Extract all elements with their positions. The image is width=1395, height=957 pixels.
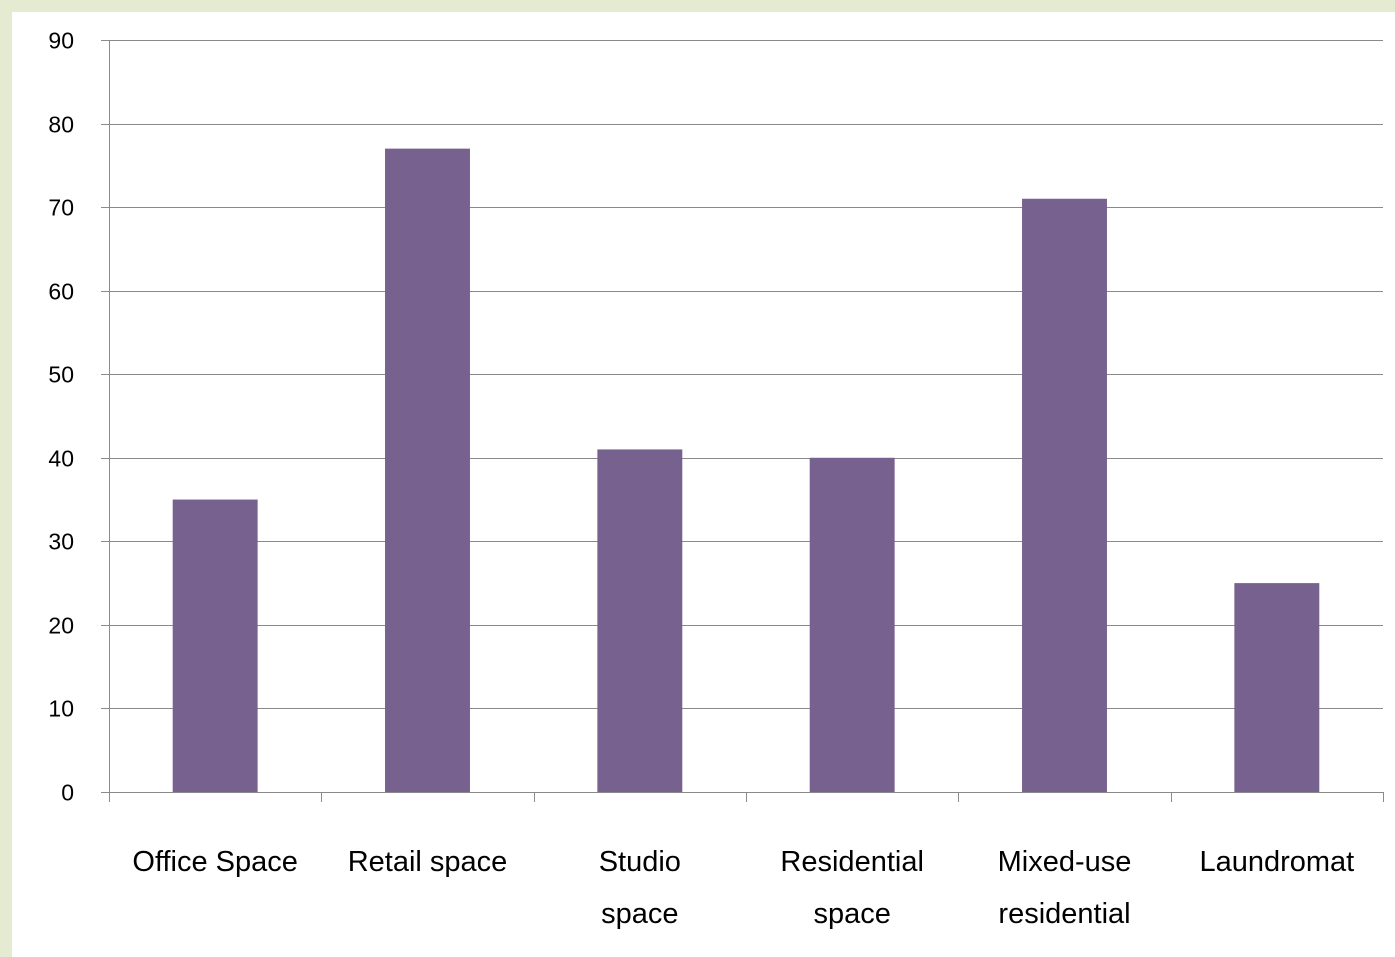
x-category-label: Laundromat xyxy=(1199,846,1354,878)
chart-panel xyxy=(12,12,1395,957)
axes xyxy=(101,40,1384,802)
x-category-label: Studio xyxy=(599,846,681,878)
gridlines xyxy=(109,40,1383,709)
bar xyxy=(172,499,258,792)
y-tick-label: 30 xyxy=(48,529,74,555)
bar xyxy=(597,449,683,792)
x-category-labels: Office Space Retail space Studio space Resid… xyxy=(132,846,1354,930)
y-tick-labels: 0 10 20 30 40 50 60 70 80 90 xyxy=(48,28,74,806)
x-category-label: Residential xyxy=(780,846,923,878)
x-category-label: Retail space xyxy=(348,846,508,878)
bar xyxy=(809,457,895,792)
y-tick-label: 0 xyxy=(61,780,74,806)
bar xyxy=(1022,198,1107,792)
y-tick-label: 20 xyxy=(48,613,74,639)
x-category-label: space xyxy=(601,898,678,930)
y-tick-label: 60 xyxy=(48,279,74,305)
bars xyxy=(172,148,1320,793)
y-tick-label: 10 xyxy=(48,696,74,722)
bar xyxy=(1234,583,1320,792)
x-category-label: Mixed-use xyxy=(998,846,1132,878)
y-tick-label: 70 xyxy=(48,195,74,221)
y-tick-label: 40 xyxy=(48,446,74,472)
y-tick-label: 80 xyxy=(48,112,74,138)
x-category-label: space xyxy=(813,898,890,930)
y-tick-label: 90 xyxy=(48,28,74,54)
bar xyxy=(385,148,470,793)
y-tick-label: 50 xyxy=(48,362,74,388)
x-category-label: Office Space xyxy=(132,846,298,878)
x-category-label: residential xyxy=(998,898,1130,930)
